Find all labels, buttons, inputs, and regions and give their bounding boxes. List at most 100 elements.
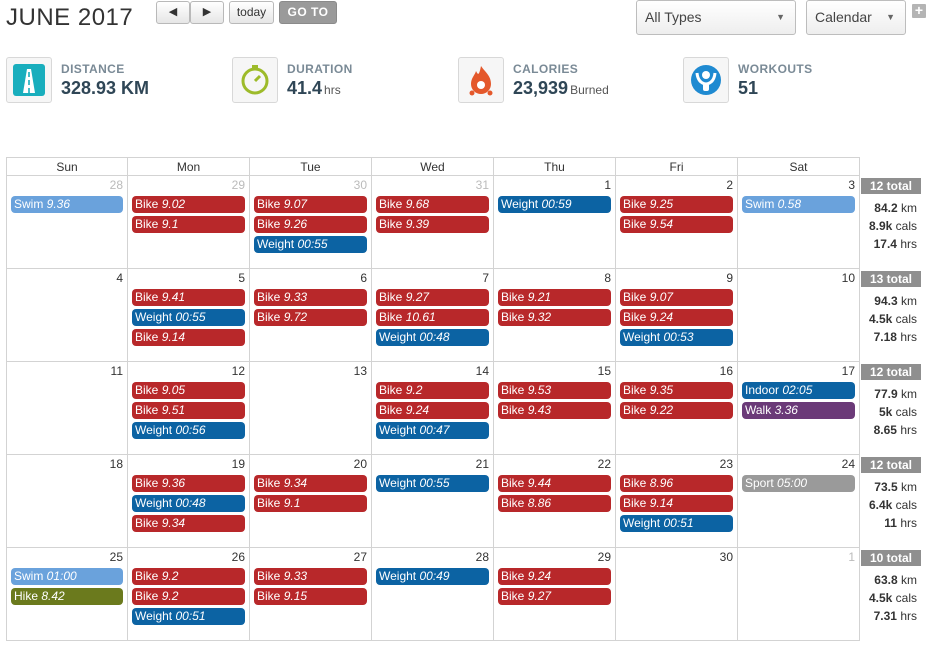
workout-event-hike[interactable]: Hike 8.42 (11, 588, 123, 605)
day-cell[interactable]: 3 Swim 0.58 (738, 176, 860, 269)
prev-month-button[interactable]: ◀ (156, 1, 190, 24)
workout-event-weight[interactable]: Weight 00:47 (376, 422, 489, 439)
workout-event-bike[interactable]: Bike 9.24 (620, 309, 733, 326)
day-cell[interactable]: 4 (6, 269, 128, 362)
workout-event-weight[interactable]: Weight 00:55 (254, 236, 367, 253)
workout-event-bike[interactable]: Bike 9.68 (376, 196, 489, 213)
workout-event-bike[interactable]: Bike 9.34 (132, 515, 245, 532)
day-cell[interactable]: 1 (738, 548, 860, 641)
workout-event-swim[interactable]: Swim 0.58 (742, 196, 855, 213)
day-cell[interactable]: 15 Bike 9.53 Bike 9.43 (494, 362, 616, 455)
day-cell[interactable]: 9 Bike 9.07 Bike 9.24 Weight 00:53 (616, 269, 738, 362)
day-cell[interactable]: 28 Weight 00:49 (372, 548, 494, 641)
workout-event-bike[interactable]: Bike 9.27 (376, 289, 489, 306)
next-month-button[interactable]: ▶ (190, 1, 224, 24)
workout-event-bike[interactable]: Bike 9.41 (132, 289, 245, 306)
day-cell[interactable]: 30 Bike 9.07 Bike 9.26 Weight 00:55 (250, 176, 372, 269)
workout-type-select[interactable]: All Types ▼ (636, 0, 796, 35)
day-cell[interactable]: 26 Bike 9.2 Bike 9.2 Weight 00:51 (128, 548, 250, 641)
workout-event-weight[interactable]: Weight 00:53 (620, 329, 733, 346)
goto-button[interactable]: GO TO (279, 1, 337, 24)
workout-event-bike[interactable]: Bike 8.86 (498, 495, 611, 512)
day-cell[interactable]: 11 (6, 362, 128, 455)
day-cell[interactable]: 21 Weight 00:55 (372, 455, 494, 548)
workout-event-bike[interactable]: Bike 9.15 (254, 588, 367, 605)
day-cell[interactable]: 28 Swim 9.36 (6, 176, 128, 269)
day-cell[interactable]: 23 Bike 8.96 Bike 9.14 Weight 00:51 (616, 455, 738, 548)
workout-event-bike[interactable]: Bike 9.53 (498, 382, 611, 399)
workout-event-weight[interactable]: Weight 00:56 (132, 422, 245, 439)
workout-event-bike[interactable]: Bike 9.35 (620, 382, 733, 399)
day-cell[interactable]: 2 Bike 9.25 Bike 9.54 (616, 176, 738, 269)
workout-event-bike[interactable]: Bike 9.51 (132, 402, 245, 419)
day-cell[interactable]: 29 Bike 9.02 Bike 9.1 (128, 176, 250, 269)
workout-event-weight[interactable]: Weight 00:51 (620, 515, 733, 532)
day-cell[interactable]: 10 (738, 269, 860, 362)
workout-event-bike[interactable]: Bike 9.07 (254, 196, 367, 213)
workout-event-bike[interactable]: Bike 9.2 (132, 588, 245, 605)
day-cell[interactable]: 25 Swim 01:00 Hike 8.42 (6, 548, 128, 641)
workout-event-bike[interactable]: Bike 9.34 (254, 475, 367, 492)
workout-event-bike[interactable]: Bike 9.07 (620, 289, 733, 306)
workout-event-bike[interactable]: Bike 9.25 (620, 196, 733, 213)
day-cell[interactable]: 17 Indoor 02:05 Walk 3.36 (738, 362, 860, 455)
workout-event-bike[interactable]: Bike 9.1 (132, 216, 245, 233)
workout-event-bike[interactable]: Bike 9.14 (620, 495, 733, 512)
day-cell[interactable]: 6 Bike 9.33 Bike 9.72 (250, 269, 372, 362)
day-cell[interactable]: 22 Bike 9.44 Bike 8.86 (494, 455, 616, 548)
day-cell[interactable]: 24 Sport 05:00 (738, 455, 860, 548)
workout-event-weight[interactable]: Weight 00:48 (132, 495, 245, 512)
workout-event-weight[interactable]: Weight 00:55 (132, 309, 245, 326)
workout-event-weight[interactable]: Weight 00:55 (376, 475, 489, 492)
workout-event-bike[interactable]: Bike 9.33 (254, 568, 367, 585)
workout-event-bike[interactable]: Bike 10.61 (376, 309, 489, 326)
add-button[interactable]: + (912, 3, 926, 18)
day-cell[interactable]: 13 (250, 362, 372, 455)
today-button[interactable]: today (229, 1, 274, 24)
workout-event-bike[interactable]: Bike 9.2 (132, 568, 245, 585)
workout-event-bike[interactable]: Bike 9.54 (620, 216, 733, 233)
workout-event-bike[interactable]: Bike 9.32 (498, 309, 611, 326)
day-cell[interactable]: 7 Bike 9.27 Bike 10.61 Weight 00:48 (372, 269, 494, 362)
workout-event-bike[interactable]: Bike 9.24 (498, 568, 611, 585)
workout-event-bike[interactable]: Bike 9.43 (498, 402, 611, 419)
day-cell[interactable]: 8 Bike 9.21 Bike 9.32 (494, 269, 616, 362)
workout-event-bike[interactable]: Bike 9.33 (254, 289, 367, 306)
workout-event-bike[interactable]: Bike 9.14 (132, 329, 245, 346)
workout-event-bike[interactable]: Bike 9.02 (132, 196, 245, 213)
workout-event-sport[interactable]: Sport 05:00 (742, 475, 855, 492)
day-cell[interactable]: 31 Bike 9.68 Bike 9.39 (372, 176, 494, 269)
day-cell[interactable]: 20 Bike 9.34 Bike 9.1 (250, 455, 372, 548)
day-cell[interactable]: 16 Bike 9.35 Bike 9.22 (616, 362, 738, 455)
day-cell[interactable]: 5 Bike 9.41 Weight 00:55 Bike 9.14 (128, 269, 250, 362)
workout-event-bike[interactable]: Bike 8.96 (620, 475, 733, 492)
workout-event-bike[interactable]: Bike 9.27 (498, 588, 611, 605)
day-cell[interactable]: 18 (6, 455, 128, 548)
day-cell[interactable]: 12 Bike 9.05 Bike 9.51 Weight 00:56 (128, 362, 250, 455)
day-cell[interactable]: 30 (616, 548, 738, 641)
workout-event-bike[interactable]: Bike 9.36 (132, 475, 245, 492)
workout-event-bike[interactable]: Bike 9.21 (498, 289, 611, 306)
workout-event-bike[interactable]: Bike 9.39 (376, 216, 489, 233)
day-cell[interactable]: 19 Bike 9.36 Weight 00:48 Bike 9.34 (128, 455, 250, 548)
workout-event-weight[interactable]: Weight 00:49 (376, 568, 489, 585)
workout-event-bike[interactable]: Bike 9.2 (376, 382, 489, 399)
workout-event-weight[interactable]: Weight 00:59 (498, 196, 611, 213)
view-select[interactable]: Calendar ▼ (806, 0, 906, 35)
workout-event-bike[interactable]: Bike 9.72 (254, 309, 367, 326)
workout-event-bike[interactable]: Bike 9.22 (620, 402, 733, 419)
day-cell[interactable]: 27 Bike 9.33 Bike 9.15 (250, 548, 372, 641)
workout-event-swim[interactable]: Swim 9.36 (11, 196, 123, 213)
workout-event-bike[interactable]: Bike 9.24 (376, 402, 489, 419)
workout-event-weight[interactable]: Weight 00:48 (376, 329, 489, 346)
workout-event-bike[interactable]: Bike 9.26 (254, 216, 367, 233)
workout-event-bike[interactable]: Bike 9.1 (254, 495, 367, 512)
workout-event-indoor[interactable]: Indoor 02:05 (742, 382, 855, 399)
workout-event-walk[interactable]: Walk 3.36 (742, 402, 855, 419)
workout-event-bike[interactable]: Bike 9.44 (498, 475, 611, 492)
day-cell[interactable]: 29 Bike 9.24 Bike 9.27 (494, 548, 616, 641)
workout-event-swim[interactable]: Swim 01:00 (11, 568, 123, 585)
workout-event-bike[interactable]: Bike 9.05 (132, 382, 245, 399)
day-cell[interactable]: 1 Weight 00:59 (494, 176, 616, 269)
day-cell[interactable]: 14 Bike 9.2 Bike 9.24 Weight 00:47 (372, 362, 494, 455)
